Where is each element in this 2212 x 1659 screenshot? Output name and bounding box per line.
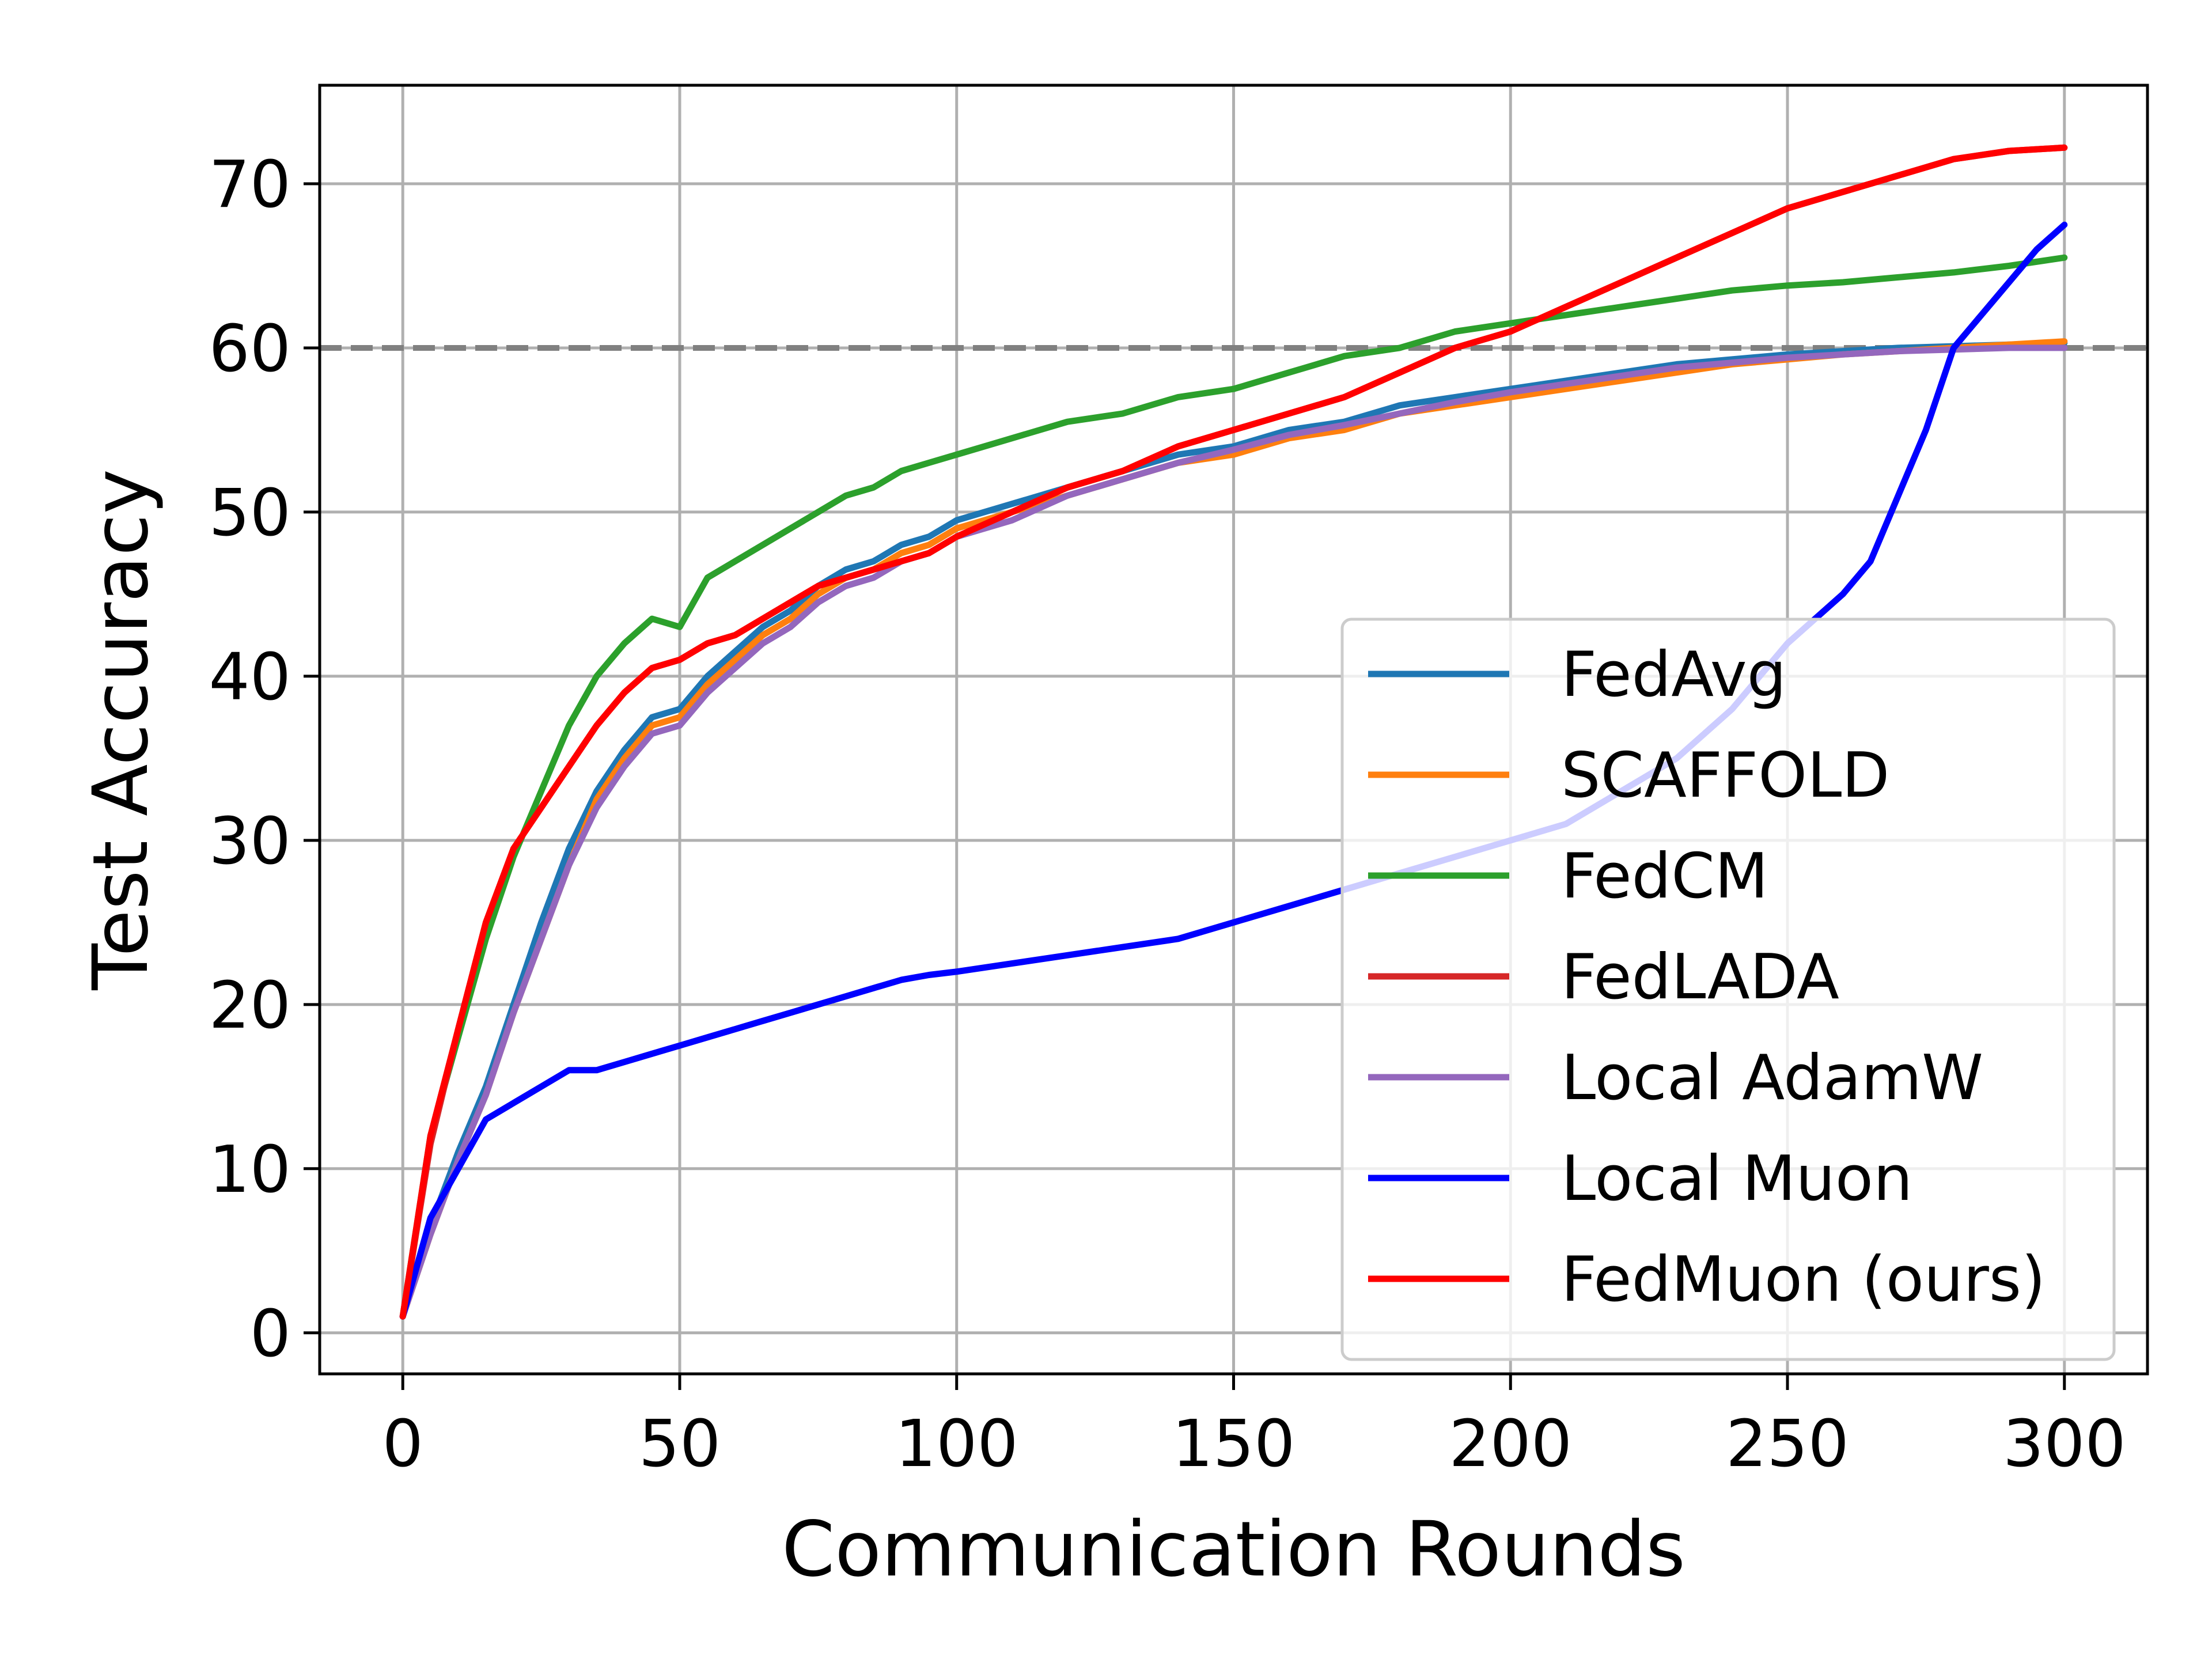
- y-tick-label: 60: [209, 312, 291, 387]
- x-axis-label: Communication Rounds: [782, 1505, 1685, 1594]
- axis-ticks: 0 50 100 150 200 250 300 0 10 20 30 40 50 60 70: [209, 147, 2126, 1482]
- legend: FedAvg SCAFFOLD FedCM FedLADA Local AdamW Loc…: [1340, 618, 2116, 1361]
- x-tick-label: 300: [2003, 1407, 2126, 1482]
- legend-label: FedMuon (ours): [1561, 1244, 2046, 1316]
- y-axis-label: Test Accuracy: [77, 469, 165, 991]
- series-line: [399, 144, 2068, 1320]
- x-tick-label: 0: [382, 1407, 423, 1482]
- legend-label: SCAFFOLD: [1561, 740, 1889, 812]
- y-tick-label: 0: [250, 1297, 291, 1372]
- legend-label: FedAvg: [1561, 639, 1786, 711]
- x-tick-label: 200: [1449, 1407, 1572, 1482]
- series-line: [399, 254, 2068, 1320]
- y-tick-label: 70: [209, 147, 291, 222]
- series-line: [399, 339, 2068, 1320]
- legend-box: [1340, 618, 2116, 1361]
- y-tick-label: 40: [209, 640, 291, 715]
- x-tick-label: 150: [1172, 1407, 1296, 1482]
- series-layer: [399, 144, 2068, 1320]
- x-tick-label: 100: [895, 1407, 1018, 1482]
- x-tick-label: 250: [1726, 1407, 1849, 1482]
- x-tick-label: 50: [639, 1407, 721, 1482]
- legend-label: FedLADA: [1561, 941, 1839, 1013]
- legend-label: Local Muon: [1561, 1143, 1912, 1215]
- y-tick-label: 30: [209, 804, 291, 879]
- series-line: [399, 221, 2068, 1320]
- y-tick-label: 20: [209, 968, 291, 1043]
- y-tick-label: 50: [209, 476, 291, 551]
- y-tick-label: 10: [209, 1132, 291, 1207]
- legend-label: Local AdamW: [1561, 1042, 1983, 1114]
- legend-label: FedCM: [1561, 840, 1768, 912]
